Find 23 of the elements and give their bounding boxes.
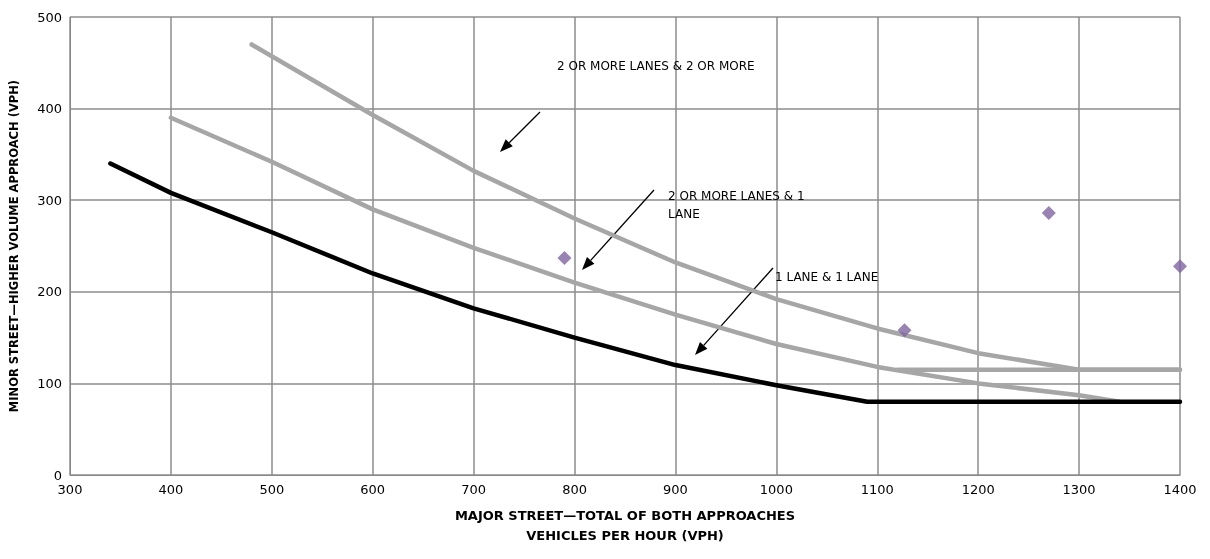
annotation: 2 OR MORE LANES & 1 LANE [668,189,809,221]
x-tick-label: 1300 [1062,482,1096,497]
x-tick-label: 1000 [759,482,793,497]
y-tick-label: 200 [37,284,62,300]
y-axis-title: MINOR STREET—HIGHER VOLUME APPROACH (VPH) [7,79,21,413]
x-tick-label: 300 [57,482,83,497]
x-tick-label: 800 [562,482,587,497]
x-tick-label: 600 [360,482,386,497]
x-tick-label: 400 [158,482,184,497]
x-tick-label: 1400 [1163,482,1197,497]
y-tick-label: 400 [37,101,62,117]
x-tick-label: 1200 [961,482,995,497]
x-tick-label: 500 [259,482,285,497]
y-tick-label: 0 [53,467,62,483]
annotation: 2 OR MORE LANES & 2 OR MORE [557,59,755,73]
annotation: 1 LANE & 1 LANE [775,270,879,284]
x-tick-label: 700 [461,482,487,497]
x-tick-label: 900 [663,482,688,497]
y-tick-label: 100 [37,375,62,391]
x-axis-title: MAJOR STREET—TOTAL OF BOTH APPROACHES VEHICLES PER HOUR (VPH) [454,507,796,543]
y-tick-label: 300 [37,192,62,208]
y-tick-label: 500 [37,9,62,25]
x-tick-label: 1100 [860,482,894,497]
